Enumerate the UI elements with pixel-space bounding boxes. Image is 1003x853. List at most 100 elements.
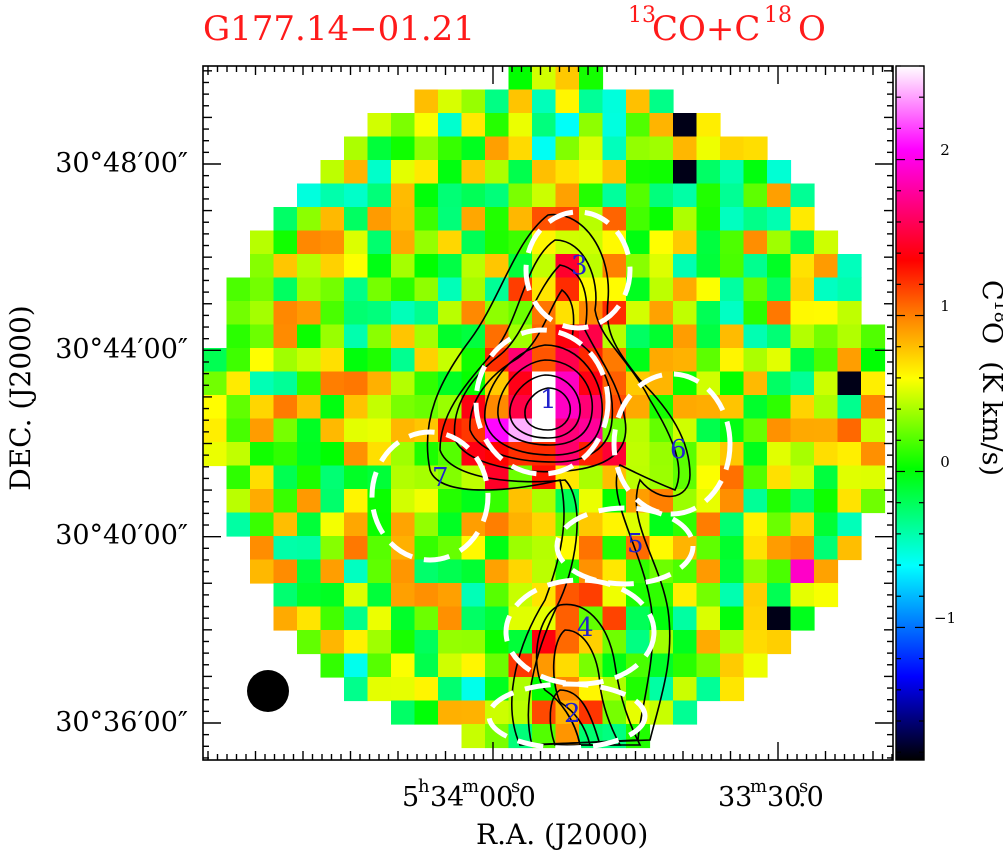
heatmap-pixel (273, 277, 298, 302)
heatmap-pixel (367, 160, 392, 185)
heatmap-pixel (391, 113, 416, 138)
heatmap-pixel (743, 653, 768, 678)
heatmap-pixel (226, 301, 251, 326)
core-ellipses (369, 209, 733, 751)
heatmap-pixel (602, 277, 627, 302)
heatmap-pixel (814, 230, 839, 255)
heatmap-pixel (743, 489, 768, 514)
heatmap-pixel (861, 465, 886, 490)
heatmap-pixel (673, 301, 698, 326)
heatmap-pixel (720, 630, 745, 655)
heatmap-pixel (814, 512, 839, 537)
heatmap-pixel (297, 536, 322, 561)
heatmap-pixel (250, 371, 275, 396)
beam-marker (247, 670, 289, 712)
heatmap-pixel (508, 89, 533, 114)
core-ellipse-1 (473, 327, 611, 477)
heatmap-pixel (414, 136, 439, 161)
heatmap-pixel (367, 653, 392, 678)
heatmap-pixel (461, 724, 486, 749)
heatmap-pixel (508, 559, 533, 584)
heatmap-pixel (250, 254, 275, 279)
heatmap-pixel (344, 136, 369, 161)
heatmap-pixel (391, 630, 416, 655)
heatmap-pixel (673, 677, 698, 702)
heatmap-pixel (344, 395, 369, 420)
heatmap-pixel (273, 418, 298, 443)
heatmap-pixel (720, 136, 745, 161)
heatmap-pixel (579, 89, 604, 114)
heatmap-pixel (743, 207, 768, 232)
heatmap-pixel (602, 536, 627, 561)
heatmap-pixel (273, 559, 298, 584)
heatmap-pixel (438, 324, 463, 349)
heatmap-pixel (696, 512, 721, 537)
heatmap-pixel (508, 113, 533, 138)
heatmap-pixel (367, 583, 392, 608)
heatmap-pixel (532, 630, 557, 655)
heatmap-pixel (250, 489, 275, 514)
heatmap-pixel (391, 583, 416, 608)
heatmap-pixel (743, 301, 768, 326)
heatmap-pixel (649, 160, 674, 185)
heatmap-pixel (367, 536, 392, 561)
heatmap-pixel (673, 254, 698, 279)
heatmap-pixel (273, 442, 298, 467)
heatmap-pixel (273, 583, 298, 608)
svg-text:s: s (511, 776, 520, 797)
heatmap-pixel (297, 395, 322, 420)
heatmap-pixel (837, 371, 862, 396)
heatmap-pixel (579, 606, 604, 631)
heatmap-pixel (790, 559, 815, 584)
heatmap-pixel (743, 630, 768, 655)
y-tick-labels: 30°48′00″ 30°44′00″ 30°40′00″ 30°36′00″ (55, 148, 188, 738)
heatmap-pixel (649, 442, 674, 467)
svg-text:.0: .0 (510, 782, 536, 813)
heatmap-pixel (579, 183, 604, 208)
heatmap-pixel (367, 606, 392, 631)
heatmap-pixel (320, 277, 345, 302)
heatmap-pixel (438, 301, 463, 326)
svg-text:13: 13 (628, 3, 656, 28)
heatmap-pixel (602, 113, 627, 138)
heatmap-pixel (790, 606, 815, 631)
heatmap-pixel (273, 512, 298, 537)
heatmap-pixel (438, 183, 463, 208)
svg-text:O (K km/s): O (K km/s) (976, 322, 1003, 476)
heatmap-pixel (461, 653, 486, 678)
heatmap-pixel (579, 371, 604, 396)
heatmap-pixel (555, 183, 580, 208)
heatmap-pixel (273, 489, 298, 514)
colorbar (895, 65, 925, 761)
heatmap-pixel (414, 207, 439, 232)
heatmap-pixel (226, 324, 251, 349)
heatmap-pixel (461, 254, 486, 279)
core-ellipse-5 (554, 505, 696, 587)
heatmap-pixel (602, 606, 627, 631)
heatmap-pixel (767, 230, 792, 255)
heatmap-pixel (414, 324, 439, 349)
heatmap-pixel (391, 160, 416, 185)
heatmap-pixel (273, 207, 298, 232)
heatmap-pixel (391, 348, 416, 373)
heatmap-pixel (414, 348, 439, 373)
heatmap-pixel (532, 160, 557, 185)
heatmap-pixel (696, 183, 721, 208)
y-axis-label: DEC. (J2000) (4, 305, 37, 490)
svg-text:30: 30 (767, 782, 801, 813)
heatmap-pixel (414, 512, 439, 537)
x-tick-label-1: 5 h 34 m 00 s .0 (402, 776, 536, 813)
heatmap-pixel (673, 136, 698, 161)
heatmap-pixel (320, 160, 345, 185)
heatmap-pixel (226, 277, 251, 302)
heatmap-pixel (461, 418, 486, 443)
heatmap-pixel (438, 583, 463, 608)
heatmap-pixel (367, 136, 392, 161)
core-label-2: 2 (564, 699, 581, 729)
heatmap-pixel (203, 395, 228, 420)
contour-1 (426, 213, 691, 746)
core-label-5: 5 (627, 529, 644, 559)
heatmap-pixel (767, 160, 792, 185)
heatmap-pixel (743, 183, 768, 208)
heatmap-pixel (297, 371, 322, 396)
